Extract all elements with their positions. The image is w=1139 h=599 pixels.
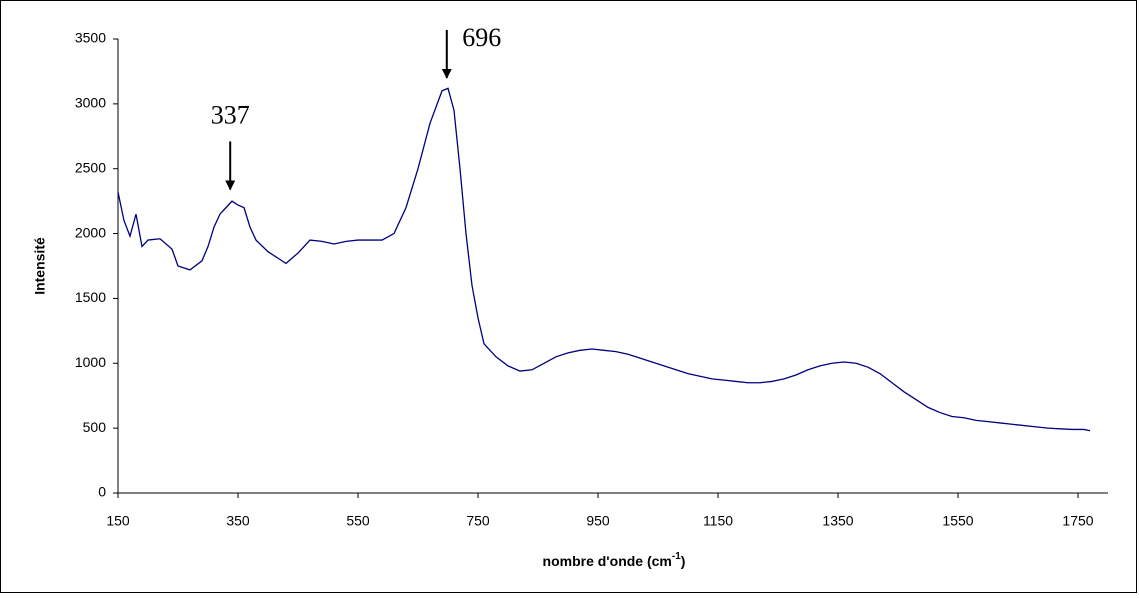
y-tick-label: 0 bbox=[98, 484, 106, 500]
x-tick-label: 550 bbox=[346, 513, 370, 529]
spectrum-line bbox=[117, 87, 1091, 432]
x-axis-title-sup: -1 bbox=[672, 551, 681, 562]
y-tick-label: 3000 bbox=[75, 95, 106, 111]
y-tick-label: 1000 bbox=[75, 354, 106, 370]
x-tick-label: 750 bbox=[466, 513, 490, 529]
annotation-label: 337 bbox=[211, 100, 250, 129]
x-tick-label: 1550 bbox=[942, 513, 973, 529]
y-axis-title: Intensité bbox=[32, 237, 48, 295]
y-tick-label: 1500 bbox=[75, 289, 106, 305]
annotation-label: 696 bbox=[462, 23, 501, 52]
x-tick-label: 1350 bbox=[822, 513, 853, 529]
x-tick-label: 950 bbox=[586, 513, 610, 529]
x-tick-label: 150 bbox=[106, 513, 130, 529]
x-tick-label: 1750 bbox=[1062, 513, 1093, 529]
y-tick-label: 2000 bbox=[75, 224, 106, 240]
y-tick-label: 3500 bbox=[75, 30, 106, 46]
x-axis-title-end: ) bbox=[681, 553, 686, 569]
x-axis-title-main: nombre d'onde (cm bbox=[543, 553, 672, 569]
x-tick-label: 350 bbox=[226, 513, 250, 529]
x-tick-label: 1150 bbox=[703, 513, 733, 529]
y-tick-label: 500 bbox=[83, 419, 107, 435]
y-tick-label: 2500 bbox=[75, 159, 106, 175]
x-axis-title: nombre d'onde (cm-1) bbox=[543, 551, 686, 569]
